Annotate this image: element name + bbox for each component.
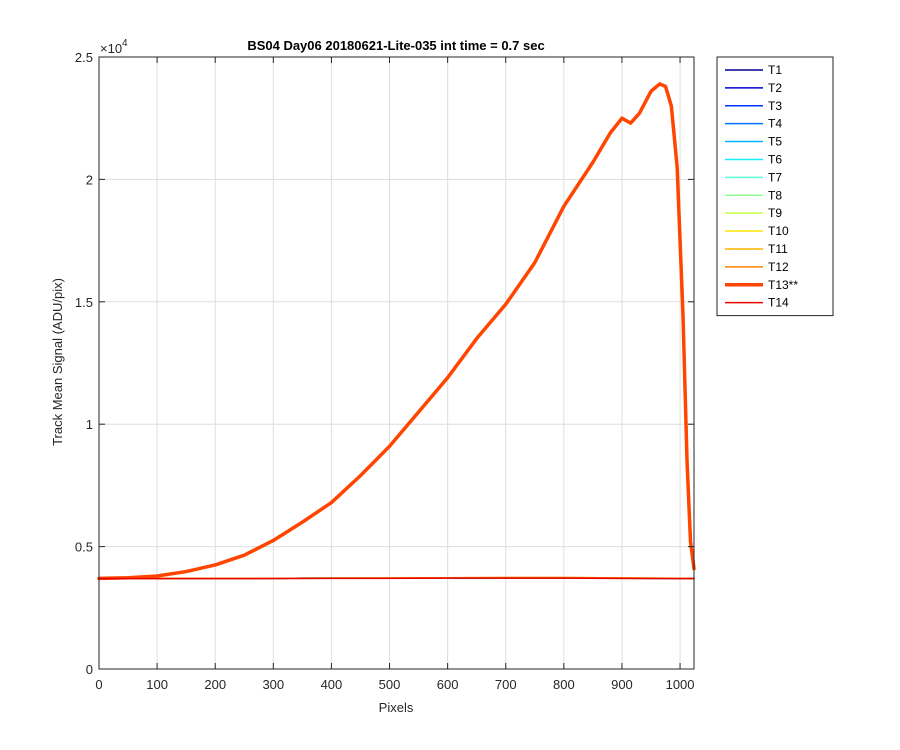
x-tick-label: 400 [321,677,343,692]
legend: T1 T2 T3 T4 T5 T6 T7 T8 T9 T10 T11 T12 T13** T14 [716,56,834,317]
y-axis-ticks: 0 0.5 1 1.5 2 2.5 [75,50,694,677]
x-tick-label: 100 [146,677,168,692]
legend-label: T5 [768,135,782,149]
legend-label: T9 [768,206,782,220]
x-tick-label: 800 [553,677,575,692]
legend-label: T13** [768,278,798,292]
legend-label: T3 [768,99,782,113]
legend-label: T2 [768,81,782,95]
legend-label: T12 [768,260,789,274]
legend-label: T1 [768,63,782,77]
legend-label: T4 [768,117,782,131]
x-tick-label: 200 [204,677,226,692]
legend-box [716,56,834,317]
x-tick-label: 600 [437,677,459,692]
y-tick-label: 1 [86,417,93,432]
y-tick-label: 2 [86,172,93,187]
x-tick-label: 300 [262,677,284,692]
y-tick-label: 1.5 [75,295,93,310]
chart-title: BS04 Day06 20180621-Lite-035 int time = … [247,38,544,53]
x-tick-label: 0 [95,677,102,692]
y-tick-label: 0 [86,662,93,677]
x-tick-label: 500 [379,677,401,692]
axes-box [98,56,695,670]
grid-lines [99,57,694,669]
series-layer [97,82,696,581]
x-tick-label: 1000 [666,677,695,692]
legend-label: T7 [768,170,782,184]
y-tick-label: 2.5 [75,50,93,65]
legend-label: T10 [768,224,789,238]
legend-label: T8 [768,188,782,202]
axes-frame [98,56,695,670]
legend-label: T14 [768,296,789,310]
x-axis-ticks: 0 100 200 300 400 500 600 700 800 900 1000 [95,57,695,692]
x-tick-label: 900 [611,677,633,692]
y-exponent-power: 4 [122,38,128,49]
legend-label: T11 [768,242,788,256]
legend-label: T6 [768,152,782,166]
y-tick-label: 0.5 [75,540,93,555]
x-axis-label: Pixels [379,700,414,715]
x-tick-label: 700 [495,677,517,692]
y-exponent-base: ×10 [100,41,122,56]
y-axis-label: Track Mean Signal (ADU/pix) [50,278,65,446]
y-axis-exponent: ×10 4 [100,38,128,56]
series-line-t13 [97,82,696,581]
